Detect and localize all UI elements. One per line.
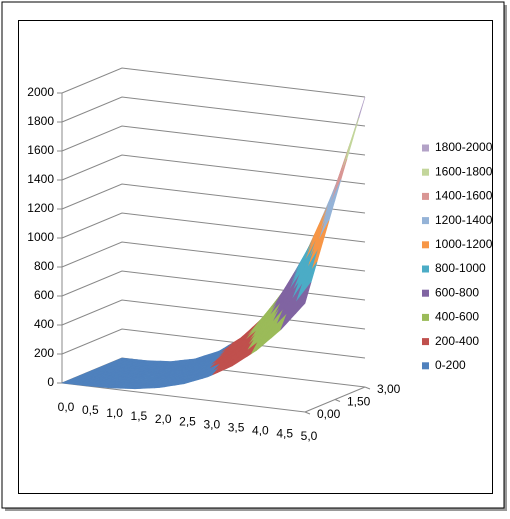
- x-tick-label: 2,0: [155, 412, 172, 426]
- legend-swatch: [422, 217, 429, 225]
- x-tick-label: 2,5: [179, 415, 196, 429]
- legend-swatch: [422, 265, 429, 273]
- grid-line: [61, 125, 366, 156]
- labels: 0 200 400 600 800 1000 1200 1400 1600 1800 2000 0,0…: [27, 85, 492, 443]
- legend-label: 800-1000: [435, 261, 486, 275]
- x-tick-label: 3,5: [228, 420, 245, 434]
- legend-label: 400-600: [435, 310, 479, 324]
- surface-patch: [256, 251, 311, 351]
- surface-patch: [183, 344, 239, 385]
- legend-label: 1400-1600: [435, 189, 493, 203]
- z-tick-label: 1400: [27, 172, 54, 186]
- surface-patch: [60, 370, 118, 387]
- z-tick-label: 1600: [27, 143, 54, 157]
- grid-line: [61, 96, 366, 127]
- depth-tick-label: 0,00: [317, 407, 341, 421]
- z-tick-label: 600: [34, 288, 54, 302]
- depth-tick: [334, 399, 341, 402]
- legend-label: 200-400: [435, 334, 479, 348]
- depth-tick: [304, 411, 311, 415]
- x-tick-label: 1,5: [131, 409, 148, 423]
- legend-swatch: [422, 362, 429, 370]
- grid-line: [61, 212, 366, 243]
- z-tick-label: 2000: [27, 85, 54, 99]
- z-tick-label: 400: [34, 317, 54, 331]
- x-tick-label: 4,5: [276, 426, 293, 440]
- legend-swatch: [422, 338, 429, 346]
- grid-line: [61, 154, 366, 185]
- surface-patch: [164, 350, 220, 375]
- grid-line: [61, 328, 366, 359]
- depth-tick-label: 3,00: [377, 382, 401, 396]
- surface-cell: [299, 282, 312, 309]
- x-tick-label: 3,0: [203, 418, 220, 432]
- grid-line: [61, 241, 366, 272]
- surface: [60, 96, 366, 390]
- legend-label: 1200-1400: [435, 213, 493, 227]
- surface-patch: [310, 96, 366, 252]
- surface-patch: [280, 199, 336, 331]
- surface-patch: [213, 312, 269, 361]
- grid-line: [61, 183, 366, 214]
- x-tick-label: 0,5: [82, 403, 99, 417]
- surface-patch: [134, 369, 190, 390]
- legend-label: 1000-1200: [435, 237, 493, 251]
- legend-swatch: [422, 144, 429, 152]
- z-tick-label: 1000: [27, 230, 54, 244]
- legend-swatch: [422, 313, 429, 321]
- legend-swatch: [422, 168, 429, 176]
- legend-swatch: [422, 289, 429, 297]
- surface-patch: [286, 172, 341, 292]
- chart-area: [18, 20, 493, 494]
- surface-patch: [110, 373, 166, 390]
- grid-line: [61, 67, 366, 98]
- z-tick-label: 200: [34, 346, 54, 360]
- z-tick-label: 800: [34, 259, 54, 273]
- x-axis: [61, 382, 306, 413]
- legend-label: 600-800: [435, 285, 479, 299]
- z-tick-label: 1200: [27, 201, 54, 215]
- legend-swatch: [422, 241, 429, 249]
- x-tick-label: 4,0: [252, 423, 269, 437]
- surface-patch: [159, 359, 214, 388]
- surface-patch: [86, 372, 141, 389]
- legend-label: 0-200: [435, 358, 466, 372]
- depth-tick-label: 1,50: [347, 395, 371, 409]
- legend-swatch: [422, 192, 429, 200]
- z-tick-label: 1800: [27, 114, 54, 128]
- depth-tick: [364, 386, 371, 390]
- surface-patch: [90, 357, 147, 374]
- z-tick-label: 0: [47, 375, 54, 389]
- x-tick-label: 0,0: [58, 400, 75, 414]
- surface-patch: [207, 322, 263, 378]
- surface-patch: [231, 291, 287, 367]
- legend-label: 1800-2000: [435, 140, 493, 154]
- x-tick-label: 5,0: [301, 429, 318, 443]
- surface-patch: [116, 360, 171, 376]
- x-tick-label: 1,0: [106, 406, 123, 420]
- legend-label: 1600-1800: [435, 164, 493, 178]
